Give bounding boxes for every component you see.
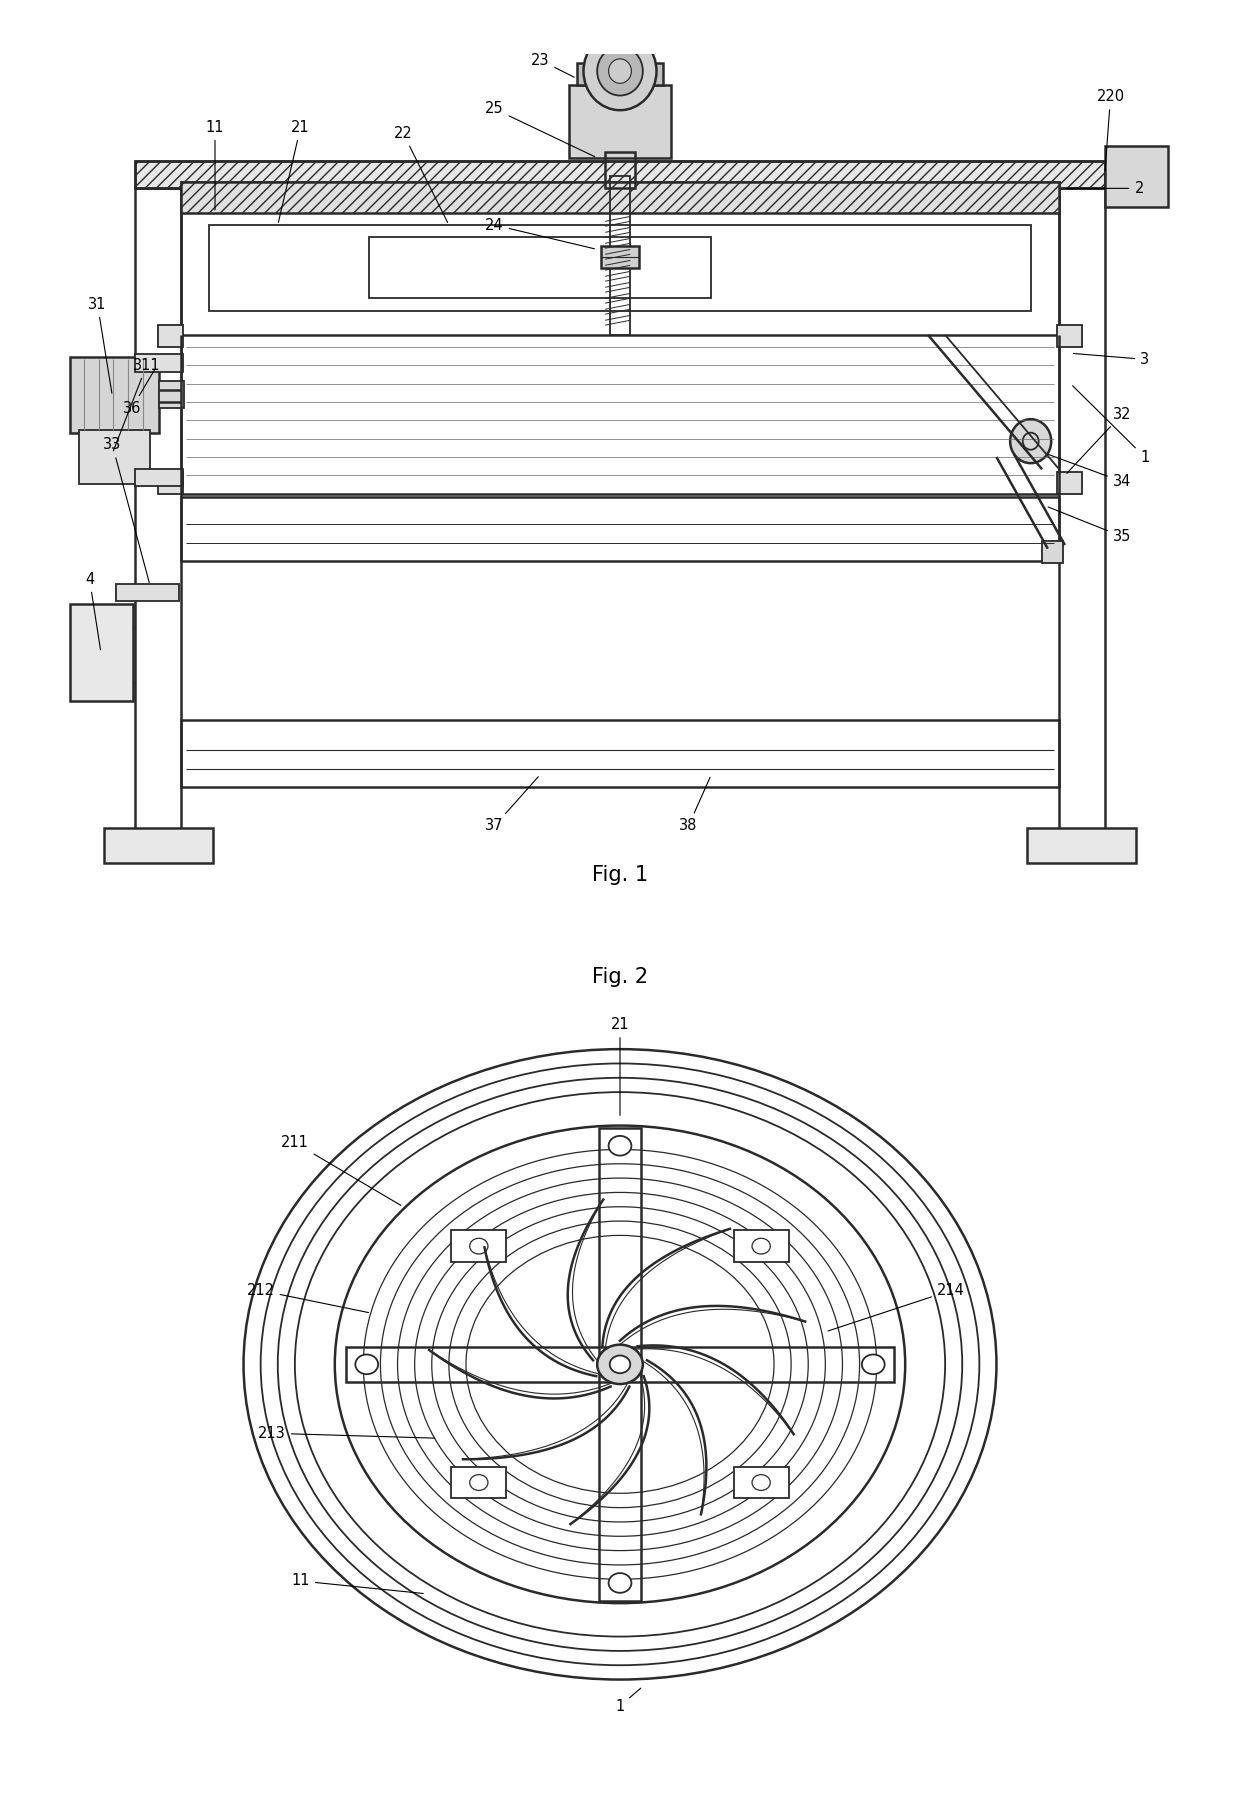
Text: 37: 37 bbox=[485, 778, 538, 833]
Text: 33: 33 bbox=[103, 437, 149, 583]
Text: 214: 214 bbox=[828, 1283, 965, 1330]
Bar bbox=[1042, 542, 1063, 563]
Text: 11: 11 bbox=[206, 121, 224, 211]
Circle shape bbox=[470, 1474, 489, 1490]
Text: 4: 4 bbox=[84, 572, 100, 650]
Circle shape bbox=[609, 59, 631, 83]
Text: 1: 1 bbox=[615, 1688, 641, 1714]
Bar bbox=[600, 247, 640, 268]
Text: 31: 31 bbox=[88, 297, 112, 392]
Bar bbox=[605, 151, 635, 189]
Bar bbox=[451, 1231, 506, 1262]
Circle shape bbox=[751, 1474, 770, 1490]
Bar bbox=[104, 828, 213, 862]
Text: 3: 3 bbox=[1074, 351, 1149, 367]
Text: 36: 36 bbox=[123, 371, 154, 416]
Bar bbox=[370, 238, 712, 299]
Text: 11: 11 bbox=[291, 1573, 423, 1593]
Bar bbox=[181, 720, 1059, 787]
Bar bbox=[159, 382, 185, 409]
Circle shape bbox=[610, 1355, 630, 1373]
Bar bbox=[71, 603, 133, 702]
Bar bbox=[346, 1346, 599, 1382]
Bar bbox=[1059, 189, 1105, 835]
Bar bbox=[135, 189, 181, 835]
Circle shape bbox=[584, 32, 656, 110]
Bar bbox=[641, 1346, 894, 1382]
Circle shape bbox=[598, 1345, 642, 1384]
Bar bbox=[210, 225, 1030, 310]
Bar bbox=[181, 182, 1059, 212]
Bar bbox=[157, 326, 184, 347]
Bar bbox=[71, 356, 159, 432]
Bar bbox=[451, 1467, 506, 1498]
Bar bbox=[181, 497, 1059, 562]
Text: 21: 21 bbox=[610, 1017, 630, 1116]
Bar bbox=[157, 472, 184, 493]
Bar bbox=[599, 1129, 641, 1346]
Bar bbox=[577, 63, 663, 85]
Text: 22: 22 bbox=[394, 126, 448, 223]
Text: Fig. 1: Fig. 1 bbox=[591, 864, 649, 886]
Bar bbox=[1027, 828, 1136, 862]
Bar bbox=[181, 182, 1059, 335]
Bar bbox=[734, 1467, 789, 1498]
Text: 2: 2 bbox=[1065, 180, 1143, 196]
Bar bbox=[1105, 146, 1168, 207]
Text: 21: 21 bbox=[279, 121, 310, 221]
Circle shape bbox=[609, 1136, 631, 1156]
Text: 311: 311 bbox=[113, 358, 160, 450]
Text: 212: 212 bbox=[247, 1283, 368, 1312]
Circle shape bbox=[862, 1354, 884, 1373]
Text: 211: 211 bbox=[281, 1136, 401, 1206]
Circle shape bbox=[598, 47, 642, 95]
Text: 23: 23 bbox=[531, 52, 574, 77]
Circle shape bbox=[1011, 419, 1052, 463]
Text: 38: 38 bbox=[680, 778, 711, 833]
Text: 220: 220 bbox=[1096, 90, 1125, 171]
Bar bbox=[135, 355, 184, 371]
Bar bbox=[135, 162, 1105, 189]
Bar bbox=[115, 585, 179, 601]
Bar bbox=[135, 162, 1105, 189]
Text: 34: 34 bbox=[1048, 454, 1131, 490]
Text: 24: 24 bbox=[485, 218, 594, 248]
Bar bbox=[135, 470, 184, 486]
Bar bbox=[734, 1231, 789, 1262]
Text: 213: 213 bbox=[258, 1426, 435, 1440]
Text: 35: 35 bbox=[1048, 508, 1131, 544]
Text: 25: 25 bbox=[485, 101, 595, 157]
Circle shape bbox=[609, 1573, 631, 1593]
Text: 1: 1 bbox=[1073, 385, 1149, 464]
Text: Fig. 2: Fig. 2 bbox=[591, 967, 649, 988]
Circle shape bbox=[470, 1238, 489, 1255]
Bar bbox=[79, 430, 150, 484]
Text: 32: 32 bbox=[1066, 407, 1131, 473]
Bar bbox=[610, 176, 630, 335]
Circle shape bbox=[356, 1354, 378, 1373]
Circle shape bbox=[751, 1238, 770, 1255]
Bar bbox=[1056, 326, 1083, 347]
Bar bbox=[569, 85, 671, 158]
Bar bbox=[599, 1382, 641, 1600]
Bar bbox=[1056, 472, 1083, 493]
